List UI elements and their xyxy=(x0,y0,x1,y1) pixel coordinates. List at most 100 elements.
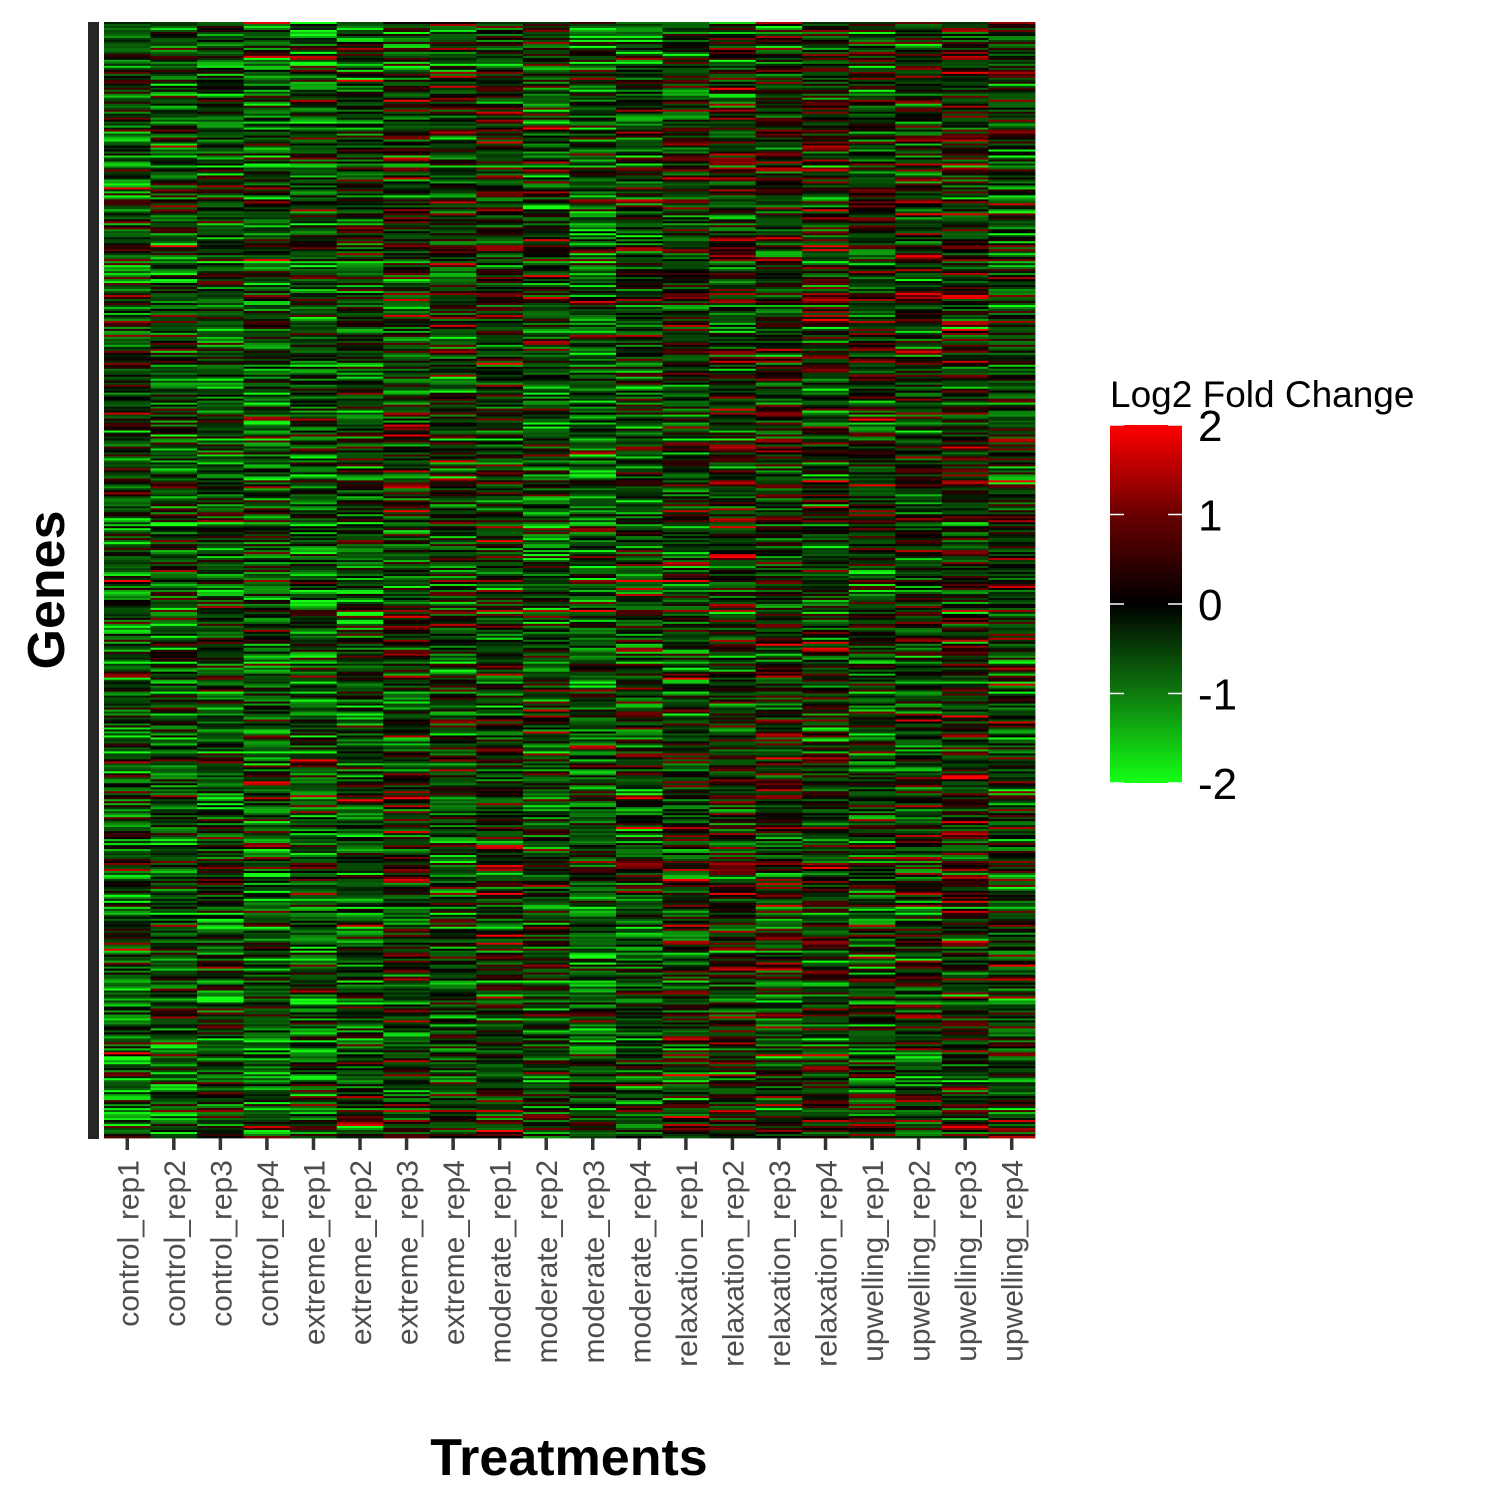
heatmap-cell xyxy=(383,201,431,204)
heatmap-cell xyxy=(383,380,431,384)
heatmap-cell xyxy=(336,512,384,515)
heatmap-cell xyxy=(197,480,245,483)
heatmap-cell xyxy=(290,769,338,772)
heatmap-cell xyxy=(150,494,198,497)
heatmap-cell xyxy=(290,960,338,964)
heatmap-cell xyxy=(290,1048,338,1051)
heatmap-cell xyxy=(383,101,431,105)
heatmap-cell xyxy=(243,81,291,85)
heatmap-cell xyxy=(383,1050,431,1053)
heatmap-cell xyxy=(290,22,338,25)
heatmap-cell xyxy=(104,544,151,547)
heatmap-cell xyxy=(197,685,245,689)
heatmap-cell xyxy=(336,520,384,523)
heatmap-cell xyxy=(429,864,477,868)
heatmap-cell xyxy=(150,478,198,481)
heatmap-cell xyxy=(243,833,291,836)
heatmap-cell xyxy=(104,394,151,398)
heatmap-cell xyxy=(243,918,291,922)
heatmap-cell xyxy=(290,243,338,246)
heatmap-cell xyxy=(290,394,338,398)
heatmap-cell xyxy=(150,1104,198,1107)
heatmap-cell xyxy=(243,888,291,892)
heatmap-cell xyxy=(336,239,384,242)
heatmap-cell xyxy=(383,755,431,758)
heatmap-cell xyxy=(290,187,338,190)
heatmap-cell xyxy=(243,1026,291,1029)
heatmap-cell xyxy=(104,47,151,51)
heatmap-cell xyxy=(476,111,524,115)
heatmap-cell xyxy=(243,263,291,266)
heatmap-cell xyxy=(336,659,384,663)
heatmap-cell xyxy=(104,942,151,946)
heatmap-cell xyxy=(429,239,477,242)
heatmap-cell xyxy=(104,466,151,469)
heatmap-cell xyxy=(336,1046,384,1049)
heatmap-cell xyxy=(336,781,384,784)
heatmap-cell xyxy=(476,29,524,33)
heatmap-cell xyxy=(290,1088,338,1091)
heatmap-cell xyxy=(150,45,198,49)
heatmap-cell xyxy=(429,89,477,93)
heatmap-cell xyxy=(290,954,338,958)
heatmap-cell xyxy=(104,1130,151,1133)
heatmap-cell xyxy=(476,318,524,322)
heatmap-cell xyxy=(336,853,384,856)
heatmap-cell xyxy=(429,129,477,132)
heatmap-cell xyxy=(150,141,198,144)
heatmap-cell xyxy=(243,593,291,597)
heatmap-cell xyxy=(336,759,384,762)
heatmap-cell xyxy=(383,671,431,675)
heatmap-cell xyxy=(150,259,198,262)
heatmap-cell xyxy=(336,918,384,922)
heatmap-cell xyxy=(429,627,477,631)
heatmap-cell xyxy=(429,733,477,736)
heatmap-cell xyxy=(476,63,524,67)
heatmap-cell xyxy=(197,713,245,716)
heatmap-cell xyxy=(197,87,245,91)
heatmap-cell xyxy=(429,1056,477,1059)
heatmap-cell xyxy=(290,261,338,264)
heatmap-cell xyxy=(429,884,477,888)
heatmap-cell xyxy=(476,177,524,180)
heatmap-cell xyxy=(243,79,291,83)
heatmap-cell xyxy=(197,474,245,477)
heatmap-cell xyxy=(336,524,384,527)
heatmap-cell xyxy=(197,1076,245,1079)
heatmap-cell xyxy=(429,195,477,198)
heatmap-cell xyxy=(336,340,384,344)
heatmap-cell xyxy=(336,673,384,677)
heatmap-cell xyxy=(104,452,151,455)
heatmap-cell xyxy=(104,145,151,148)
heatmap-cell xyxy=(243,69,291,73)
heatmap-cell xyxy=(197,476,245,479)
heatmap-cell xyxy=(383,1004,431,1007)
heatmap-cell xyxy=(383,51,431,55)
heatmap-cell xyxy=(336,1114,384,1117)
heatmap-cell xyxy=(104,157,151,160)
heatmap-cell xyxy=(383,1056,431,1059)
heatmap-cell xyxy=(290,390,338,394)
heatmap-cell xyxy=(243,572,291,575)
heatmap-cell xyxy=(290,235,338,238)
heatmap-cell xyxy=(383,817,431,820)
heatmap-cell xyxy=(290,73,338,77)
heatmap-cell xyxy=(476,55,524,59)
heatmap-cell xyxy=(104,888,151,892)
heatmap-cell xyxy=(243,229,291,232)
heatmap-cell xyxy=(150,25,198,29)
heatmap-cell xyxy=(383,962,431,966)
heatmap-cell xyxy=(429,37,477,41)
heatmap-cell xyxy=(150,1038,198,1041)
heatmap-cell xyxy=(429,526,477,529)
heatmap-cell xyxy=(476,209,524,212)
heatmap-cell xyxy=(290,127,338,131)
heatmap-cell xyxy=(290,263,338,266)
heatmap-cell xyxy=(429,950,477,954)
heatmap-cell xyxy=(150,894,198,898)
heatmap-cell xyxy=(150,193,198,196)
heatmap-cell xyxy=(383,783,431,786)
heatmap-cell xyxy=(150,263,198,266)
heatmap-cell xyxy=(383,992,431,995)
heatmap-cell xyxy=(197,765,245,768)
